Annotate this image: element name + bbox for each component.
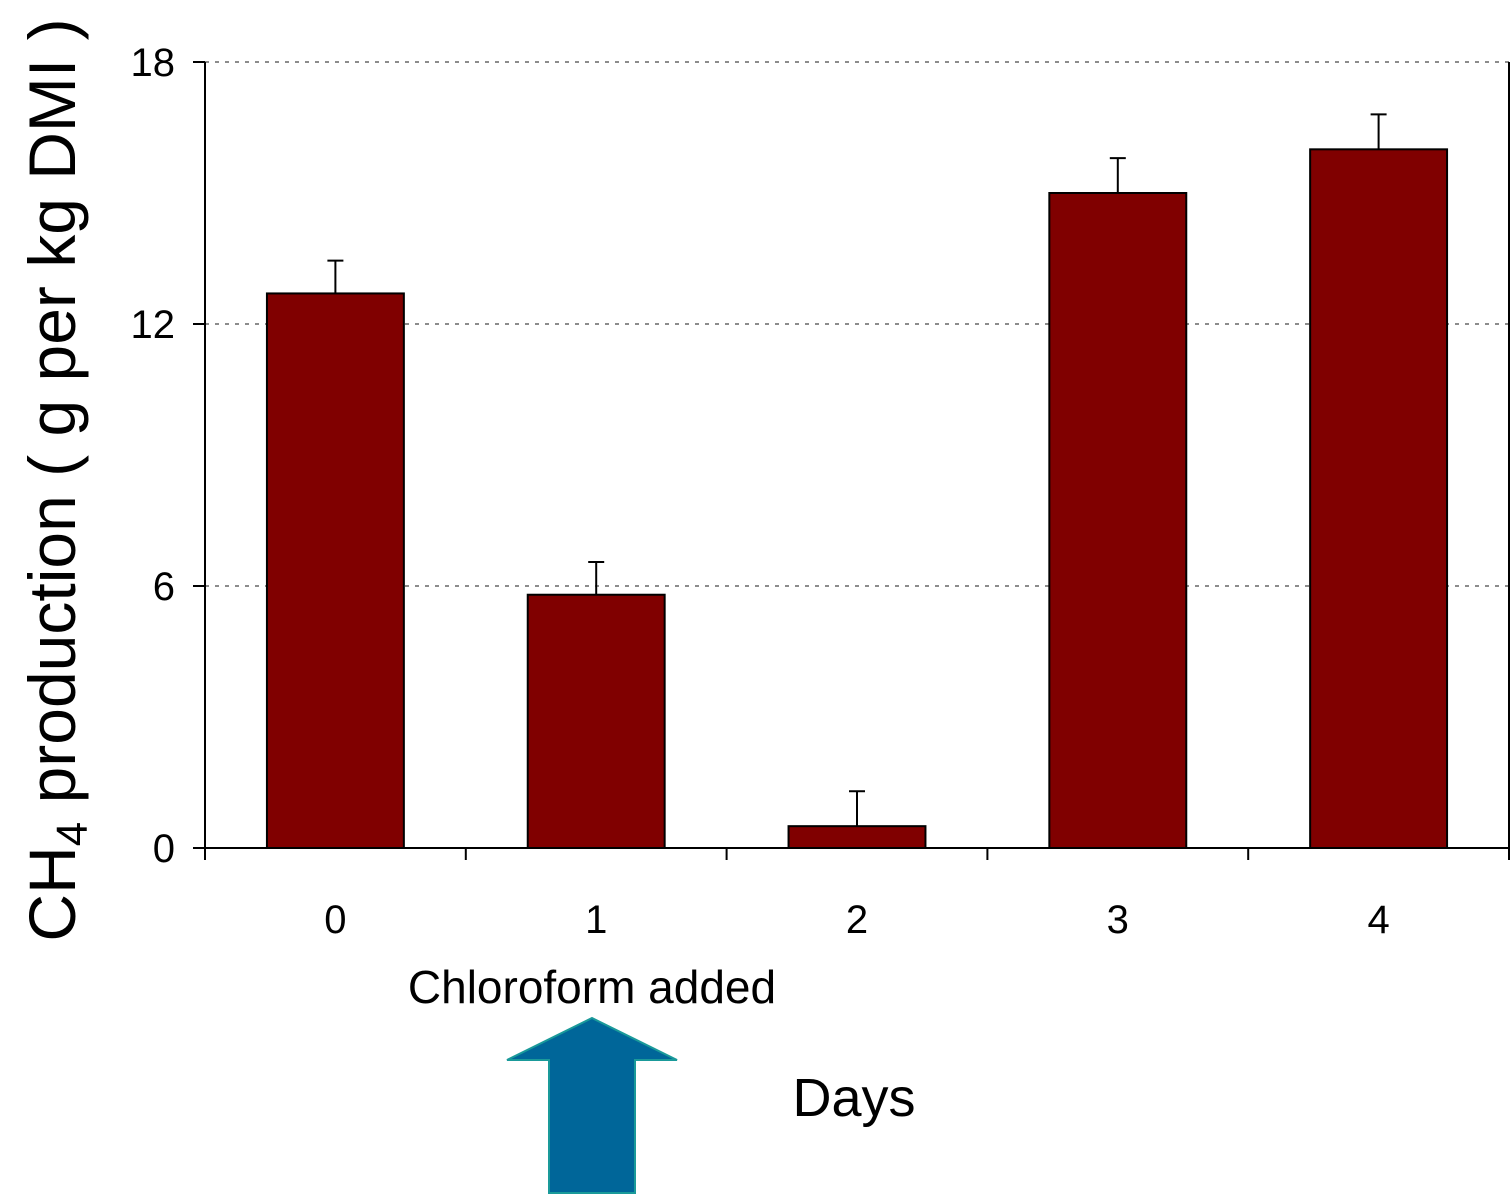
y-tick-label-12: 12 <box>131 303 176 347</box>
bar-4 <box>1309 148 1449 850</box>
x-tick-label-1: 1 <box>585 898 607 942</box>
x-tick-label-2: 2 <box>846 898 868 942</box>
bars-group <box>265 148 1449 850</box>
chloroform-annotation: Chloroform added <box>408 961 776 1013</box>
y-tick-label-6: 6 <box>153 565 175 609</box>
bar-2 <box>787 825 927 850</box>
x-ticks-group: 0 1 2 3 4 <box>204 848 1510 942</box>
y-ticks-group: 0 6 12 18 <box>131 41 205 871</box>
bar-3 <box>1048 192 1188 849</box>
x-axis-title: Days <box>792 1068 915 1128</box>
bar-0 <box>265 292 405 849</box>
up-arrow-icon <box>506 1016 678 1194</box>
x-tick-label-3: 3 <box>1107 898 1129 942</box>
y-tick-label-18: 18 <box>131 41 176 85</box>
gridlines <box>205 61 1509 587</box>
error-bars-group <box>327 113 1387 827</box>
x-tick-label-0: 0 <box>324 898 346 942</box>
y-axis-title: CH4 production ( g per kg DMI ) <box>15 18 97 941</box>
y-tick-label-0: 0 <box>153 827 175 871</box>
bar-1 <box>526 593 666 849</box>
x-tick-label-4: 4 <box>1367 898 1389 942</box>
